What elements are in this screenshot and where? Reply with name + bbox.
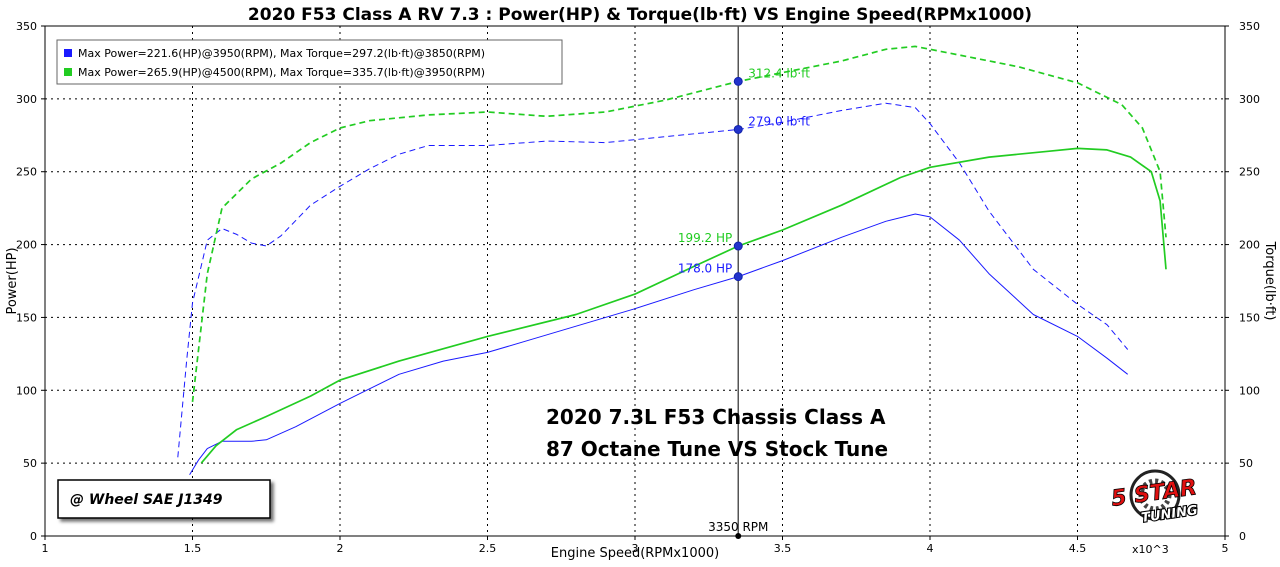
x-tick-label: 3.5 bbox=[774, 542, 792, 555]
cursor-point-marker bbox=[733, 272, 743, 282]
y-axis-right-ticks: 0 50 100 150 200 250 300 350 bbox=[1225, 20, 1260, 543]
cursor-point-marker bbox=[733, 241, 743, 251]
x-tick-label: 5 bbox=[1222, 542, 1229, 555]
chart-title: 2020 F53 Class A RV 7.3 : Power(HP) & To… bbox=[248, 5, 1032, 25]
cursor-point-marker bbox=[733, 76, 743, 86]
y-axis-left-ticks: 0 50 100 150 200 250 300 350 bbox=[16, 20, 45, 543]
x-tick-label: 4.5 bbox=[1069, 542, 1087, 555]
wheel-note-text: @ Wheel SAE J1349 bbox=[70, 492, 223, 508]
y-tick-label-left: 350 bbox=[16, 20, 37, 33]
caption-line-2: 87 Octane Tune VS Stock Tune bbox=[546, 437, 888, 461]
y-tick-label-left: 200 bbox=[16, 239, 37, 252]
x-axis-multiplier: x10^3 bbox=[1132, 543, 1169, 556]
cursor-point-label: 279.0 lb·ft bbox=[748, 114, 810, 128]
grid bbox=[45, 26, 1225, 536]
x-tick-label: 2 bbox=[337, 542, 344, 555]
x-tick-label: 1.5 bbox=[184, 542, 202, 555]
wheel-note-box: @ Wheel SAE J1349 bbox=[57, 479, 271, 519]
y-tick-label-right: 100 bbox=[1239, 384, 1260, 397]
legend-swatch-stock bbox=[64, 49, 72, 57]
legend-swatch-tuned bbox=[64, 68, 72, 76]
y-tick-label-left: 250 bbox=[16, 166, 37, 179]
y-axis-right-label: Torque(lb·ft) bbox=[1262, 241, 1277, 321]
y-tick-label-left: 0 bbox=[30, 530, 37, 543]
legend-entry-stock: Max Power=221.6(HP)@3950(RPM), Max Torqu… bbox=[78, 47, 485, 60]
y-tick-label-right: 150 bbox=[1239, 311, 1260, 324]
logo-ring bbox=[1129, 469, 1181, 521]
legend-box bbox=[56, 39, 563, 85]
rpm-cursor-label: 3350 RPM bbox=[708, 520, 768, 534]
y-axis-left-label: Power(HP) bbox=[5, 247, 20, 314]
y-tick-label-right: 350 bbox=[1239, 20, 1260, 33]
wheel-note-frame bbox=[57, 479, 271, 519]
y-tick-label-right: 200 bbox=[1239, 239, 1260, 252]
cursor-base-marker bbox=[735, 533, 742, 539]
series-line-1-torque-dashed bbox=[177, 102, 1129, 458]
x-axis-ticks: 1 1.5 2 2.5 3 3.5 4 4.5 5 bbox=[42, 536, 1229, 555]
x-axis-label: Engine Speed(RPMx1000) bbox=[551, 546, 719, 561]
y-tick-label-left: 50 bbox=[23, 457, 37, 470]
legend: Max Power=221.6(HP)@3950(RPM), Max Torqu… bbox=[56, 39, 563, 85]
y-tick-label-right: 300 bbox=[1239, 93, 1260, 106]
series-lines bbox=[177, 45, 1167, 476]
cursor-point-marker bbox=[733, 124, 743, 134]
y-tick-label-left: 300 bbox=[16, 93, 37, 106]
caption-line-1: 2020 7.3L F53 Chassis Class A bbox=[546, 405, 886, 429]
y-tick-label-left: 150 bbox=[16, 311, 37, 324]
cursor-readouts: 312.4 lb·ft 279.0 lb·ft 199.2 HP 178.0 HP bbox=[678, 66, 810, 539]
y-tick-label-left: 100 bbox=[16, 384, 37, 397]
cursor-point-label: 199.2 HP bbox=[678, 231, 732, 245]
x-tick-label: 3 bbox=[632, 542, 639, 555]
y-tick-label-right: 250 bbox=[1239, 166, 1260, 179]
x-tick-label: 2.5 bbox=[479, 542, 497, 555]
cursor-point-label: 178.0 HP bbox=[678, 262, 732, 276]
series-line-3-torque-dashed bbox=[191, 45, 1167, 402]
cursor-point-label: 312.4 lb·ft bbox=[748, 66, 810, 80]
y-tick-label-right: 0 bbox=[1239, 530, 1246, 543]
x-tick-label: 4 bbox=[927, 542, 934, 555]
y-tick-label-right: 50 bbox=[1239, 457, 1253, 470]
logo-wheel-icon bbox=[1138, 478, 1172, 512]
x-tick-label: 1 bbox=[42, 542, 49, 555]
series-line-2-power-solid bbox=[200, 147, 1167, 464]
series-line-0-power-solid bbox=[189, 213, 1129, 476]
legend-entry-tuned: Max Power=265.9(HP)@4500(RPM), Max Torqu… bbox=[78, 66, 485, 79]
